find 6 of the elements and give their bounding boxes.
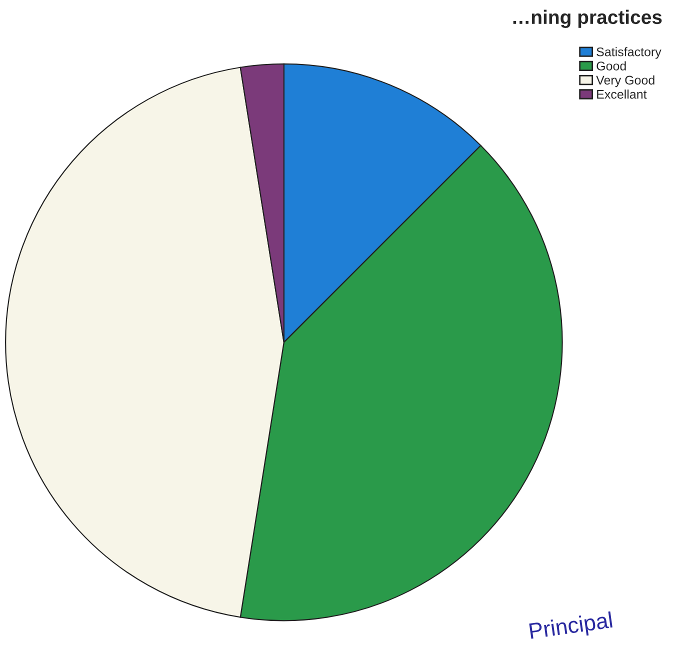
chart-title: …ning practices bbox=[513, 10, 662, 28]
text: Principal bbox=[529, 611, 614, 644]
legend-label: Very Good bbox=[596, 75, 654, 88]
legend-label: Excellant bbox=[597, 90, 647, 99]
legend-label: Satisfactory bbox=[596, 47, 662, 59]
legend-label: Good bbox=[596, 61, 626, 70]
